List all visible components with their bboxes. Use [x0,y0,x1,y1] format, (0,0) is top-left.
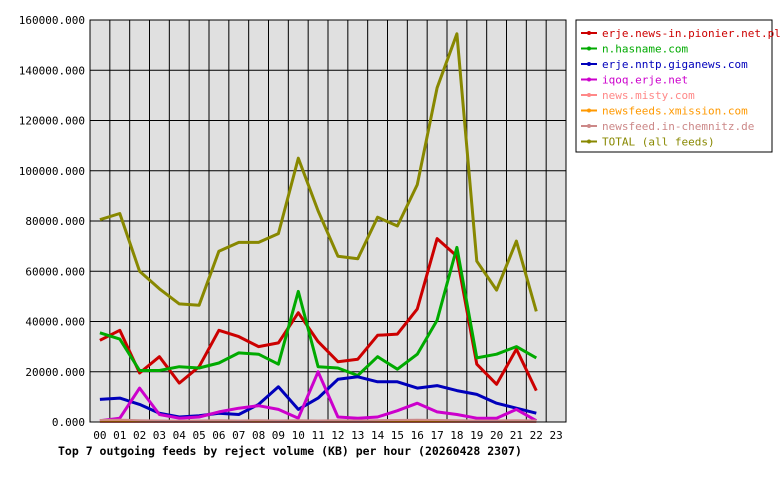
legend-label: erje.news-in.pionier.net.pl [602,27,780,40]
x-tick-label: 14 [371,429,385,442]
x-tick-label: 13 [351,429,364,442]
y-tick-label: 160000.000 [19,14,85,27]
y-tick-label: 0.000 [52,416,85,429]
y-tick-label: 80000.000 [25,215,85,228]
x-tick-label: 05 [192,429,205,442]
legend-label: newsfeed.in-chemnitz.de [602,120,754,133]
chart-title: Top 7 outgoing feeds by reject volume (K… [58,444,522,458]
x-tick-label: 11 [311,429,324,442]
legend-marker [587,62,591,66]
x-tick-label: 16 [411,429,424,442]
x-tick-label: 17 [430,429,443,442]
x-tick-label: 21 [510,429,523,442]
x-tick-label: 22 [530,429,543,442]
x-tick-label: 07 [232,429,245,442]
legend-label: news.misty.com [602,89,695,102]
x-tick-label: 15 [391,429,404,442]
x-tick-label: 08 [252,429,265,442]
x-tick-label: 23 [549,429,562,442]
x-tick-label: 12 [331,429,344,442]
legend-marker [587,124,591,128]
x-tick-label: 06 [212,429,225,442]
y-tick-label: 140000.000 [19,64,85,77]
x-tick-label: 01 [113,429,126,442]
legend-label: TOTAL (all feeds) [602,136,715,149]
series-line-7 [99,32,538,312]
legend-label: n.hasname.com [602,43,688,56]
x-tick-label: 10 [292,429,305,442]
legend-marker [587,108,591,113]
series-line-6 [99,418,537,422]
y-tick-label: 20000.000 [25,366,85,379]
x-tick-label: 19 [470,429,483,442]
x-tick-label: 18 [450,429,463,442]
series-line-1 [99,245,538,377]
x-tick-label: 02 [133,429,146,442]
y-tick-label: 60000.000 [25,265,85,278]
x-tick-label: 09 [272,429,285,442]
x-tick-label: 20 [490,429,503,442]
y-tick-label: 100000.000 [19,165,85,178]
y-tick-label: 120000.000 [19,115,85,128]
legend-label: erje.nntp.giganews.com [602,58,748,71]
legend-box [575,19,773,153]
plot-border [89,19,567,423]
legend-marker [587,93,591,97]
x-axis-tick-labels: 00 01 02 03 04 05 06 07 08 09 10 11 12 13 14 15 16 17 18 19… [93,429,562,442]
legend-marker [587,139,591,144]
legend-label: newsfeeds.xmission.com [602,105,748,118]
legend-marker [587,46,591,51]
legend-marker [587,31,591,35]
legend-label: iqoq.erje.net [602,74,688,87]
legend-marker [587,77,591,82]
x-tick-label: 00 [93,429,106,442]
x-tick-label: 03 [153,429,166,442]
series-line-3 [99,370,538,423]
y-tick-label: 40000.000 [25,316,85,329]
y-axis-tick-labels: 0.000 20000.000 40000.000 60000.000 80000.00… [19,14,85,429]
x-tick-label: 04 [173,429,187,442]
legend: erje.news-in.pionier.net.pl n.hasname.com… [575,19,780,153]
